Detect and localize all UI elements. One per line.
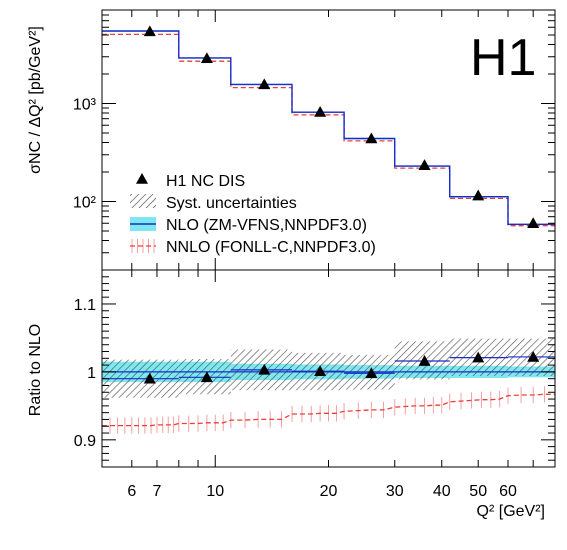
data-ratio-marker	[365, 367, 378, 379]
data-point-marker	[527, 217, 540, 229]
x-tick-label: 10	[206, 483, 224, 500]
tick-labels: 6 7 10 20 30 40 50 60 10² 10³ 0.9 1 1.1	[73, 97, 517, 500]
y-tick-label: 0.9	[74, 433, 96, 450]
y-tick-label: 1	[87, 365, 96, 382]
data-point-marker	[143, 25, 156, 37]
x-axis-title: Q² [GeV²]	[477, 503, 545, 520]
data-ratio-marker	[200, 371, 213, 383]
legend: H1 NC DIS Syst. uncertainties NLO (ZM-VFNS…	[130, 173, 376, 256]
x-tick-label: 6	[127, 483, 136, 500]
data-ratio-marker	[527, 350, 540, 362]
x-tick-label: 40	[433, 483, 451, 500]
x-tick-label: 60	[499, 483, 517, 500]
x-tick-label: 20	[320, 483, 338, 500]
nnlo-ratio-line	[102, 393, 555, 427]
data-point-marker	[418, 159, 431, 170]
data-ratio-marker	[258, 363, 271, 375]
y-tick-label: 1.1	[74, 297, 96, 314]
top-y-axis-title: σNC / ΔQ² [pb/GeV²]	[27, 26, 44, 174]
bottom-points-layer	[102, 350, 555, 384]
data-ratio-marker	[314, 365, 327, 377]
legend-label: NLO (ZM-VFNS,NNPDF3.0)	[166, 217, 367, 234]
data-point-marker	[258, 78, 271, 90]
y-tick-label: 10³	[73, 97, 97, 114]
legend-hatch-swatch	[130, 194, 156, 208]
data-point-marker	[200, 52, 213, 63]
data-ratio-marker	[143, 372, 156, 384]
x-tick-label: 7	[153, 483, 162, 500]
x-tick-label: 50	[469, 483, 487, 500]
legend-marker-swatch	[136, 173, 148, 184]
bottom-lines-layer	[102, 371, 555, 434]
bottom-y-axis-title: Ratio to NLO	[27, 324, 44, 416]
data-point-marker	[365, 132, 378, 144]
h1-logo: H1	[470, 29, 536, 87]
y-tick-label: 10²	[73, 195, 97, 212]
axis-ticks	[101, 9, 556, 468]
legend-label: NNLO (FONLL-C,NNPDF3.0)	[166, 239, 376, 256]
data-point-marker	[472, 189, 485, 201]
data-ratio-marker	[472, 351, 485, 363]
legend-label: Syst. uncertainties	[166, 195, 297, 212]
data-ratio-marker	[418, 355, 431, 366]
x-tick-label: 30	[386, 483, 404, 500]
data-point-marker	[314, 105, 327, 117]
legend-label: H1 NC DIS	[166, 173, 245, 190]
bottom-bands-layer	[102, 338, 555, 398]
top-points-layer	[143, 25, 540, 229]
